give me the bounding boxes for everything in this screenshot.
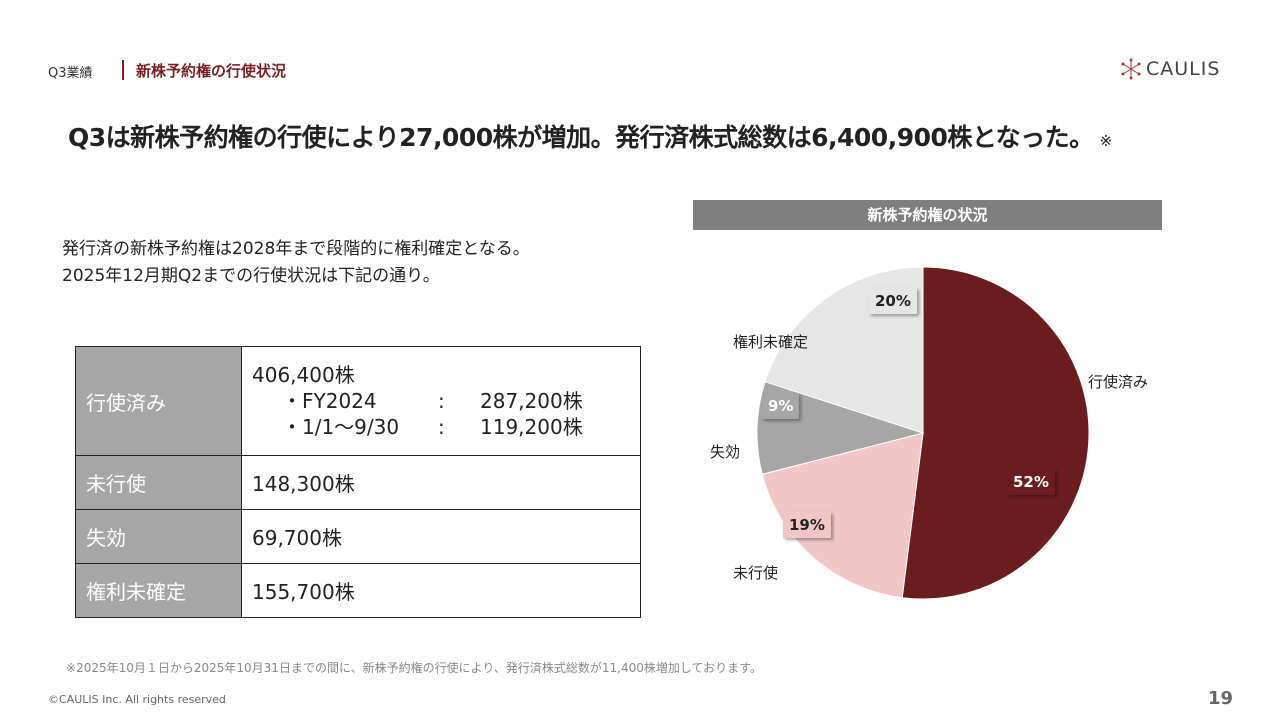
exercised-total: 406,400株 [252,363,355,387]
row-label: 権利未確定 [75,563,242,618]
section-label: Q3業績 [48,66,93,81]
table-row: 行使済み 406,400株 ・FY2024: 287,200株 ・1/1〜9/30… [75,346,641,456]
pie-slice-2 [761,432,924,599]
detail-sep: : [438,389,445,413]
intro-line: 2025年12月期Q2までの行使状況は下記の通り。 [62,266,440,286]
detail-line: ・1/1〜9/30: 119,200株 [252,414,630,440]
stock-option-table: 行使済み 406,400株 ・FY2024: 287,200株 ・1/1〜9/30… [75,346,641,618]
table-row: 未行使 148,300株 [75,455,641,510]
title-divider [122,60,124,80]
logo-text: CAULIS [1146,58,1221,80]
detail-period: ・FY2024 [282,389,377,413]
headline-note-mark: ※ [1099,132,1113,150]
detail-sep: : [438,415,445,439]
intro-line: 発行済の新株予約権は2028年まで段階的に権利確定となる。 [62,239,530,259]
detail-line: ・FY2024: 287,200株 [252,388,630,414]
caulis-logo: CAULIS [1120,58,1220,80]
table-row: 権利未確定 155,700株 [75,563,641,618]
data-label: 9% [762,393,800,419]
row-label: 行使済み [75,346,242,456]
detail-value: 119,200株 [480,415,583,439]
slide-title: 新株予約権の行使状況 [136,62,287,80]
row-label: 未行使 [75,455,242,510]
copyright: ©CAULIS Inc. All rights reserved [48,693,226,706]
row-label: 失効 [75,509,242,564]
legend-label: 行使済み [1088,373,1149,391]
legend-label: 未行使 [733,564,779,582]
legend-label: 権利未確定 [733,333,809,351]
footnote: ※2025年10月１日から2025年10月31日までの間に、新株予約権の行使によ… [66,661,762,675]
detail-period: ・1/1〜9/30 [282,415,400,439]
logo-mark-icon [1121,58,1141,80]
intro-text: 発行済の新株予約権は2028年まで段階的に権利確定となる。 2025年12月期Q… [62,236,530,290]
pie-chart [756,266,1090,600]
data-label: 19% [783,512,831,538]
page-number: 19 [1208,688,1234,709]
row-value: 148,300株 [241,455,641,510]
detail-value: 287,200株 [480,389,583,413]
row-value: 69,700株 [241,509,641,564]
row-value: 155,700株 [241,563,641,618]
headline-text: Q3は新株予約権の行使により27,000株が増加。発行済株式総数は6,400,9… [68,123,1094,152]
legend-label: 失効 [710,443,741,461]
headline: Q3は新株予約権の行使により27,000株が増加。発行済株式総数は6,400,9… [68,118,1112,154]
table-row: 失効 69,700株 [75,509,641,564]
chart-title: 新株予約権の状況 [693,200,1162,230]
data-label: 52% [1007,469,1055,495]
data-label: 20% [869,288,917,314]
row-value: 406,400株 ・FY2024: 287,200株 ・1/1〜9/30: 119,… [241,346,641,456]
pie-slice-1 [901,266,1090,600]
